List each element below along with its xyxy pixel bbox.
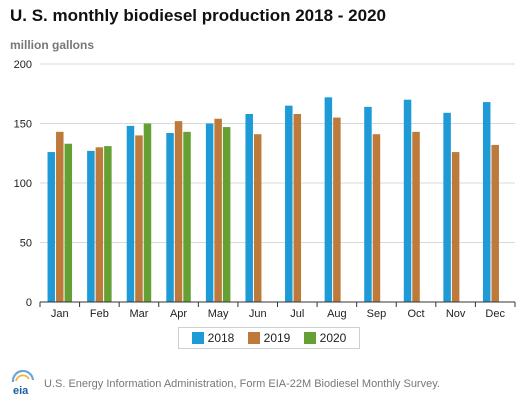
bar-2019-may — [214, 118, 222, 303]
legend-label-2019: 2019 — [263, 331, 291, 345]
y-tick-label-50: 50 — [20, 238, 32, 250]
bar-2019-feb — [95, 147, 104, 302]
x-tick-label-sep: Sep — [367, 308, 387, 320]
bar-2019-dec — [491, 144, 499, 302]
bar-2018-may — [205, 123, 214, 302]
x-tick-label-jun: Jun — [249, 308, 267, 320]
bar-2019-sep — [372, 134, 381, 302]
bar-2019-nov — [451, 152, 460, 302]
bar-2018-jul — [285, 105, 293, 303]
bar-2020-may — [222, 127, 231, 302]
bar-2018-apr — [166, 133, 174, 302]
legend-item-2018: 2018 — [191, 331, 235, 345]
legend-swatch-2019 — [247, 332, 260, 344]
x-tick-label-dec: Dec — [485, 308, 505, 320]
source-note: U.S. Energy Information Administration, … — [44, 378, 440, 390]
bar-2018-nov — [443, 112, 451, 302]
eia-logo: eia — [11, 370, 35, 396]
x-tick-label-feb: Feb — [90, 308, 109, 320]
bar-2019-oct — [412, 131, 420, 302]
y-tick-label-200: 200 — [14, 59, 32, 71]
bar-2018-dec — [482, 102, 491, 302]
x-tick-label-nov: Nov — [446, 308, 466, 320]
y-tick-label-0: 0 — [26, 297, 32, 309]
x-tick-label-may: May — [208, 308, 229, 320]
legend-label-2018: 2018 — [207, 331, 235, 345]
x-tick-label-aug: Aug — [327, 308, 347, 320]
bar-2019-jan — [56, 131, 64, 302]
legend-item-2020: 2020 — [303, 331, 347, 345]
y-axis-unit-label: million gallons — [10, 38, 95, 52]
x-tick-label-mar: Mar — [129, 308, 148, 320]
bar-2020-feb — [104, 146, 112, 302]
chart-legend: 2018 2019 2020 — [178, 327, 360, 349]
bar-2018-aug — [324, 97, 333, 302]
bar-2018-jan — [47, 152, 56, 302]
bar-2019-mar — [135, 135, 143, 302]
legend-item-2019: 2019 — [247, 331, 291, 345]
bar-2018-sep — [364, 106, 372, 302]
y-tick-label-150: 150 — [14, 119, 32, 131]
bar-2020-apr — [183, 131, 191, 302]
x-tick-label-apr: Apr — [170, 308, 187, 320]
bar-2019-jul — [293, 113, 302, 302]
y-tick-label-100: 100 — [14, 178, 32, 190]
bar-2020-jan — [64, 143, 73, 302]
logo-text: eia — [13, 385, 29, 396]
bar-2019-jun — [253, 134, 262, 302]
bar-2018-mar — [126, 125, 135, 302]
legend-label-2020: 2020 — [319, 331, 347, 345]
bar-2018-jun — [245, 113, 253, 302]
bar-2019-aug — [333, 117, 341, 302]
bar-2018-feb — [87, 150, 95, 302]
chart-title: U. S. monthly biodiesel production 2018 … — [10, 6, 386, 25]
legend-swatch-2020 — [303, 332, 316, 344]
x-tick-label-jul: Jul — [290, 308, 304, 320]
bar-2019-apr — [174, 121, 183, 303]
legend-swatch-2018 — [191, 332, 204, 344]
bar-2020-mar — [143, 123, 152, 302]
x-tick-label-oct: Oct — [407, 308, 424, 320]
x-tick-label-jan: Jan — [51, 308, 69, 320]
bar-2018-oct — [403, 99, 412, 302]
